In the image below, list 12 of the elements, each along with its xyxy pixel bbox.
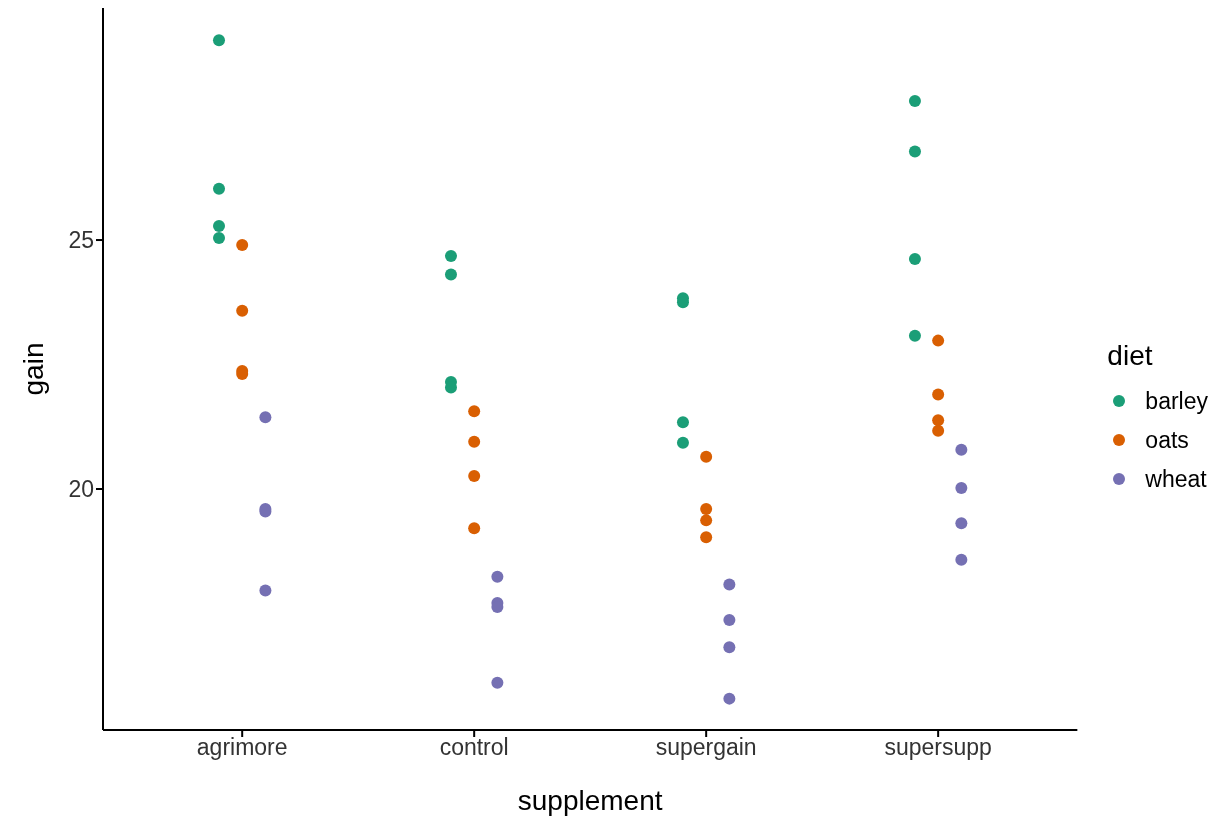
x-tick-label: supergain xyxy=(655,734,757,761)
legend-title: diet xyxy=(1107,339,1154,372)
x-tick-label: supersupp xyxy=(884,734,992,761)
legend-label: barley xyxy=(1145,387,1208,415)
x-tick-label: control xyxy=(439,734,509,761)
legend-label: wheat xyxy=(1145,465,1207,493)
y-tick-label: 20 xyxy=(68,476,94,503)
y-axis-title: gain xyxy=(17,342,49,396)
x-axis-title: supplement xyxy=(517,785,663,816)
y-tick-label: 25 xyxy=(68,227,94,254)
legend-label: oats xyxy=(1145,426,1189,454)
x-tick-label: agrimore xyxy=(196,734,288,761)
